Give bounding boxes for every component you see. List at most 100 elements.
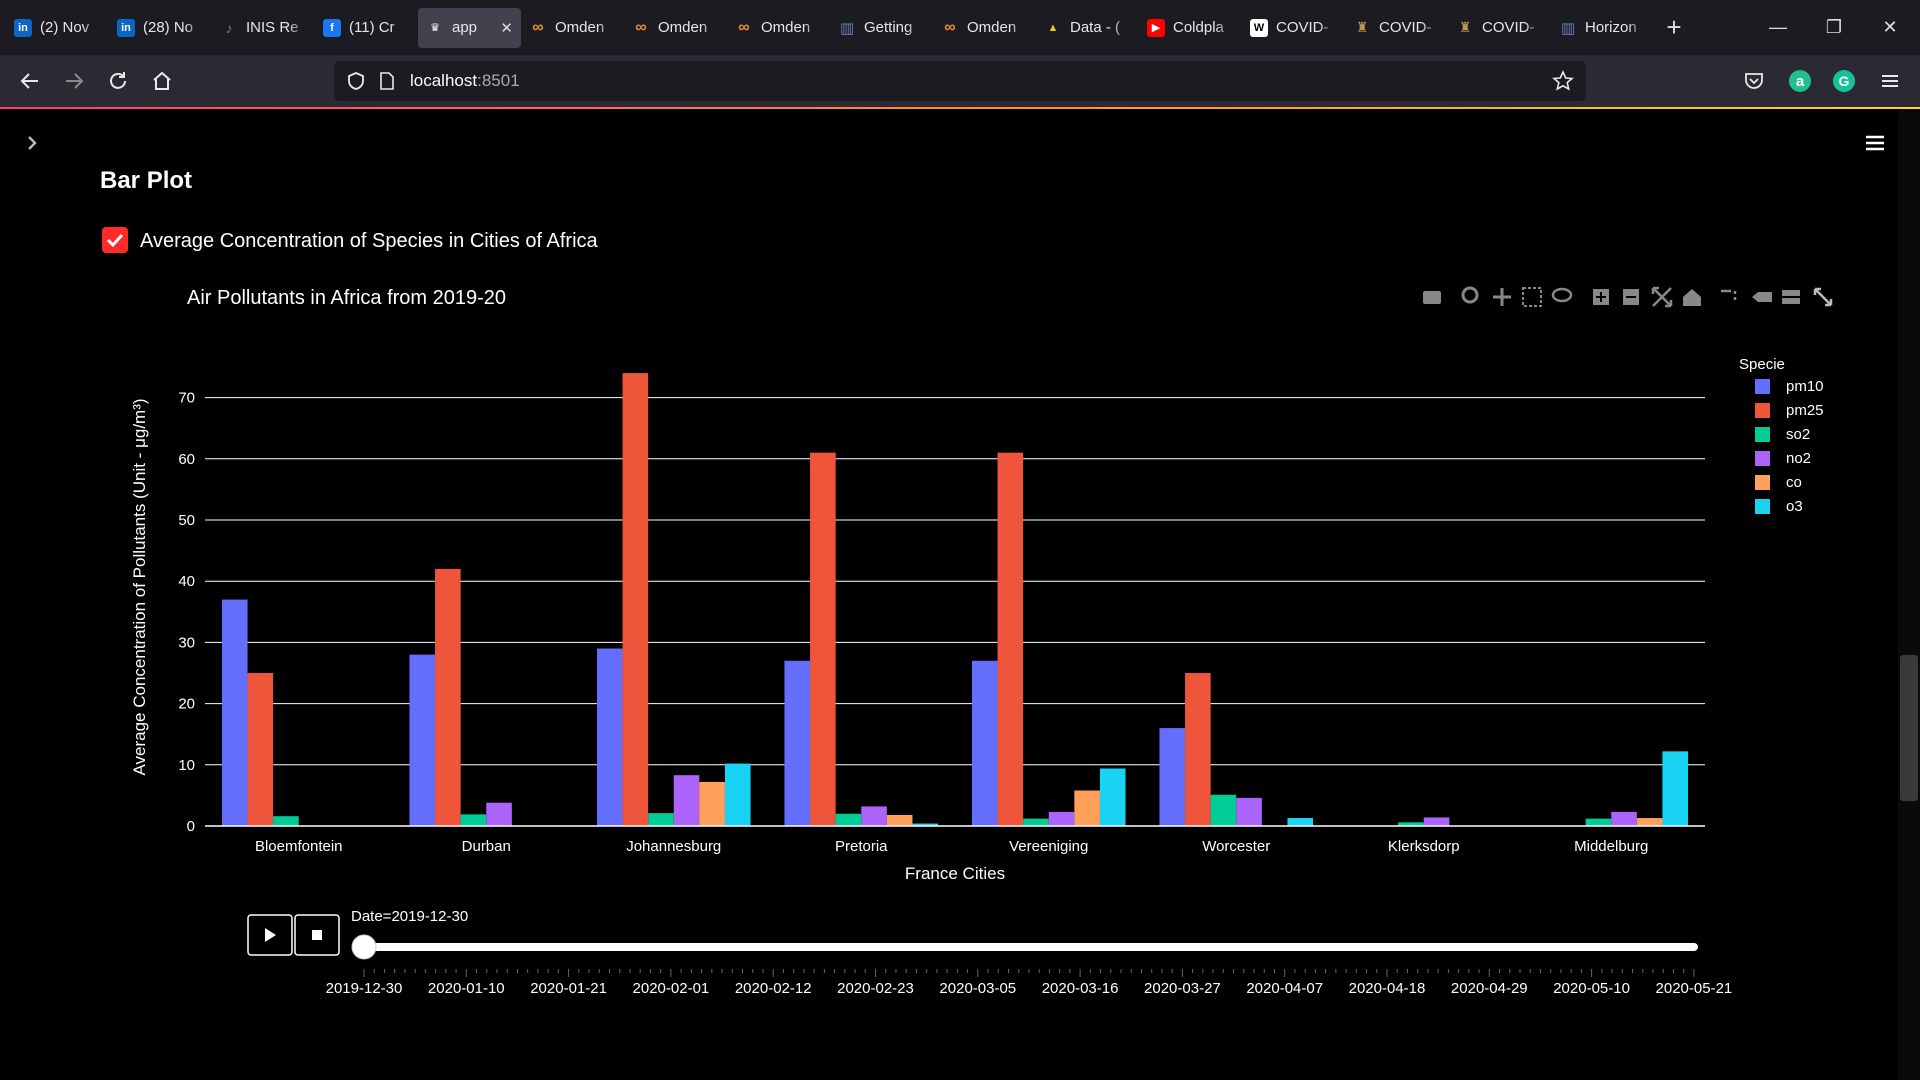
bar-so2[interactable]: [273, 816, 299, 826]
lasso-button[interactable]: [1551, 287, 1573, 303]
bar-o3[interactable]: [912, 823, 939, 826]
bar-pm10[interactable]: [596, 648, 623, 826]
fullscreen-icon[interactable]: [1813, 287, 1833, 307]
bar-pm25[interactable]: [1185, 673, 1211, 826]
browser-tab[interactable]: in (2) Nov: [6, 8, 109, 48]
bar-so2[interactable]: [460, 814, 487, 826]
bar-pm10[interactable]: [221, 599, 248, 826]
checkbox-box[interactable]: [102, 227, 128, 253]
bar-so2[interactable]: [1023, 818, 1049, 826]
bar-pm25[interactable]: [435, 568, 461, 826]
zoom-out-button[interactable]: [1621, 287, 1641, 307]
shield-icon[interactable]: [346, 71, 366, 91]
close-tab-icon[interactable]: ✕: [500, 19, 513, 37]
reload-button[interactable]: [96, 59, 140, 103]
bar-o3[interactable]: [1662, 751, 1689, 826]
grammarly-extension-button[interactable]: G: [1822, 59, 1866, 103]
legend-item-co[interactable]: co: [1755, 474, 1802, 491]
zoom-in-button[interactable]: [1591, 287, 1611, 307]
browser-tab[interactable]: ∞ Omden: [933, 8, 1036, 48]
legend-item-pm25[interactable]: pm25: [1755, 402, 1824, 419]
legend-item-so2[interactable]: so2: [1755, 426, 1810, 443]
bar-so2[interactable]: [1210, 794, 1237, 826]
url-text[interactable]: localhost:8501: [410, 71, 520, 91]
bar-no2[interactable]: [1048, 811, 1075, 826]
streamlit-main-menu-button[interactable]: [1866, 135, 1884, 151]
bar-co[interactable]: [1636, 818, 1663, 826]
browser-tab[interactable]: ♪ INIS Re: [212, 8, 315, 48]
sidebar-expand-button[interactable]: [28, 136, 37, 150]
bar-so2[interactable]: [1585, 818, 1612, 826]
browser-tab[interactable]: ▥ Horizon: [1551, 8, 1654, 48]
bar-pm25[interactable]: [622, 373, 649, 826]
bar-o3[interactable]: [724, 763, 751, 826]
page-scrollbar[interactable]: [1898, 109, 1920, 1080]
browser-tab[interactable]: ♛ app ✕: [418, 7, 521, 48]
app-menu-button[interactable]: [1868, 59, 1912, 103]
show-closest-button[interactable]: [1752, 292, 1772, 302]
zoom-button[interactable]: [1461, 286, 1479, 304]
bar-no2[interactable]: [486, 802, 512, 826]
bar-pm25[interactable]: [810, 452, 836, 826]
pan-button[interactable]: [1493, 288, 1511, 306]
back-button[interactable]: [8, 59, 52, 103]
legend-item-pm10[interactable]: pm10: [1755, 378, 1824, 395]
play-button[interactable]: [247, 914, 293, 956]
bar-pm10[interactable]: [1159, 728, 1186, 826]
browser-tab[interactable]: ♜ COVID-: [1448, 8, 1551, 48]
bar-pm10[interactable]: [409, 654, 436, 826]
box-select-button[interactable]: [1522, 287, 1542, 307]
bar-no2[interactable]: [1611, 811, 1637, 826]
legend-item-o3[interactable]: o3: [1755, 498, 1803, 515]
stop-button[interactable]: [294, 914, 340, 956]
forward-arrow-icon: [66, 73, 84, 89]
bar-so2[interactable]: [648, 813, 674, 826]
slider-handle[interactable]: [351, 934, 377, 960]
browser-tab[interactable]: ∞ Omden: [521, 8, 624, 48]
browser-tab[interactable]: ∞ Omden: [624, 8, 727, 48]
bar-o3[interactable]: [1287, 818, 1314, 826]
browser-tab[interactable]: ▶ Coldpla: [1139, 8, 1242, 48]
bar-no2[interactable]: [861, 806, 887, 826]
pocket-icon: [1745, 73, 1763, 89]
close-window-button[interactable]: ✕: [1882, 17, 1898, 37]
minimize-button[interactable]: —: [1769, 17, 1787, 37]
forward-button[interactable]: [52, 59, 96, 103]
bar-pm10[interactable]: [971, 660, 998, 826]
url-bar[interactable]: localhost:8501: [334, 61, 1586, 101]
compare-data-button[interactable]: [1782, 290, 1800, 304]
bookmark-star-icon[interactable]: [1552, 70, 1574, 92]
browser-tab[interactable]: ♜ COVID-: [1345, 8, 1448, 48]
bar-no2[interactable]: [1423, 817, 1450, 826]
restore-button[interactable]: ❐: [1825, 17, 1843, 37]
browser-tab[interactable]: in (28) No: [109, 8, 212, 48]
amazon-extension-button[interactable]: a: [1778, 59, 1822, 103]
browser-tab[interactable]: W COVID-: [1242, 8, 1345, 48]
bar-pm25[interactable]: [997, 452, 1024, 826]
bar-no2[interactable]: [1236, 797, 1262, 826]
new-tab-button[interactable]: +: [1666, 12, 1682, 42]
bar-pm10[interactable]: [784, 660, 811, 826]
bar-so2[interactable]: [835, 813, 862, 826]
autoscale-button[interactable]: [1651, 286, 1673, 308]
slider-rail[interactable]: [354, 943, 1698, 951]
browser-tab[interactable]: f (11) Cr: [315, 8, 418, 48]
pocket-button[interactable]: [1732, 59, 1776, 103]
legend-item-no2[interactable]: no2: [1755, 450, 1811, 467]
bar-no2[interactable]: [673, 775, 700, 826]
browser-tab[interactable]: ∞ Omden: [727, 8, 830, 48]
camera-button[interactable]: [1423, 291, 1441, 304]
browser-tab[interactable]: ▥ Getting: [830, 8, 933, 48]
reset-axes-button[interactable]: [1683, 289, 1701, 306]
browser-tab[interactable]: ▲ Data - (: [1036, 8, 1139, 48]
bar-o3[interactable]: [1099, 768, 1126, 826]
bar-pm25[interactable]: [247, 673, 274, 826]
species-checkbox[interactable]: Average Concentration of Species in Citi…: [102, 227, 599, 253]
bar-co[interactable]: [699, 781, 725, 826]
bar-co[interactable]: [886, 814, 913, 826]
scrollbar-thumb[interactable]: [1900, 655, 1918, 801]
bar-so2[interactable]: [1398, 822, 1424, 826]
toggle-spike-lines-button[interactable]: [1721, 289, 1737, 300]
home-button[interactable]: [140, 59, 184, 103]
bar-co[interactable]: [1074, 790, 1100, 826]
